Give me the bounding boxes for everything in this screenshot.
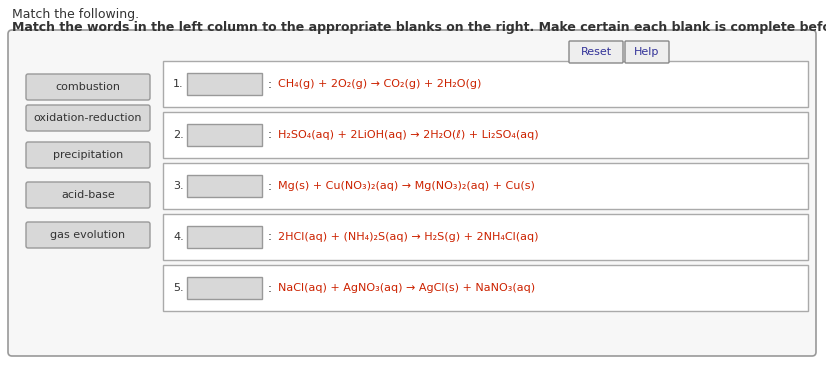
Bar bbox=[187, 124, 262, 146]
FancyBboxPatch shape bbox=[26, 74, 150, 100]
Text: 3.: 3. bbox=[173, 181, 183, 191]
Text: Match the following.: Match the following. bbox=[12, 8, 139, 21]
Text: Match the words in the left column to the appropriate blanks on the right. Make : Match the words in the left column to th… bbox=[12, 21, 826, 34]
Bar bbox=[163, 112, 808, 158]
Text: CH₄(g) + 2O₂(g) → CO₂(g) + 2H₂O(g): CH₄(g) + 2O₂(g) → CO₂(g) + 2H₂O(g) bbox=[278, 79, 482, 89]
Text: :: : bbox=[268, 282, 272, 295]
Bar bbox=[187, 226, 262, 248]
FancyBboxPatch shape bbox=[26, 182, 150, 208]
Bar bbox=[187, 73, 262, 95]
Text: :: : bbox=[268, 128, 272, 141]
Text: gas evolution: gas evolution bbox=[50, 230, 126, 240]
Text: :: : bbox=[268, 77, 272, 91]
Text: acid-base: acid-base bbox=[61, 190, 115, 200]
Text: 1.: 1. bbox=[173, 79, 183, 89]
FancyBboxPatch shape bbox=[26, 105, 150, 131]
Text: combustion: combustion bbox=[55, 82, 121, 92]
Bar bbox=[163, 214, 808, 260]
Text: 4.: 4. bbox=[173, 232, 183, 242]
Text: 2.: 2. bbox=[173, 130, 183, 140]
Text: :: : bbox=[268, 179, 272, 192]
FancyBboxPatch shape bbox=[26, 222, 150, 248]
Text: oxidation-reduction: oxidation-reduction bbox=[34, 113, 142, 123]
Bar bbox=[187, 277, 262, 299]
Text: 2HCl(aq) + (NH₄)₂S(aq) → H₂S(g) + 2NH₄Cl(aq): 2HCl(aq) + (NH₄)₂S(aq) → H₂S(g) + 2NH₄Cl… bbox=[278, 232, 539, 242]
Text: Reset: Reset bbox=[581, 47, 611, 57]
FancyBboxPatch shape bbox=[26, 142, 150, 168]
Text: Help: Help bbox=[634, 47, 660, 57]
FancyBboxPatch shape bbox=[8, 30, 816, 356]
Text: 5.: 5. bbox=[173, 283, 183, 293]
FancyBboxPatch shape bbox=[625, 41, 669, 63]
Text: :: : bbox=[268, 231, 272, 243]
Bar bbox=[163, 163, 808, 209]
Text: Mg(s) + Cu(NO₃)₂(aq) → Mg(NO₃)₂(aq) + Cu(s): Mg(s) + Cu(NO₃)₂(aq) → Mg(NO₃)₂(aq) + Cu… bbox=[278, 181, 535, 191]
Bar bbox=[163, 61, 808, 107]
Text: H₂SO₄(aq) + 2LiOH(aq) → 2H₂O(ℓ) + Li₂SO₄(aq): H₂SO₄(aq) + 2LiOH(aq) → 2H₂O(ℓ) + Li₂SO₄… bbox=[278, 130, 539, 140]
Text: NaCl(aq) + AgNO₃(aq) → AgCl(s) + NaNO₃(aq): NaCl(aq) + AgNO₃(aq) → AgCl(s) + NaNO₃(a… bbox=[278, 283, 535, 293]
FancyBboxPatch shape bbox=[569, 41, 623, 63]
Bar bbox=[187, 175, 262, 197]
Text: precipitation: precipitation bbox=[53, 150, 123, 160]
Bar bbox=[163, 265, 808, 311]
